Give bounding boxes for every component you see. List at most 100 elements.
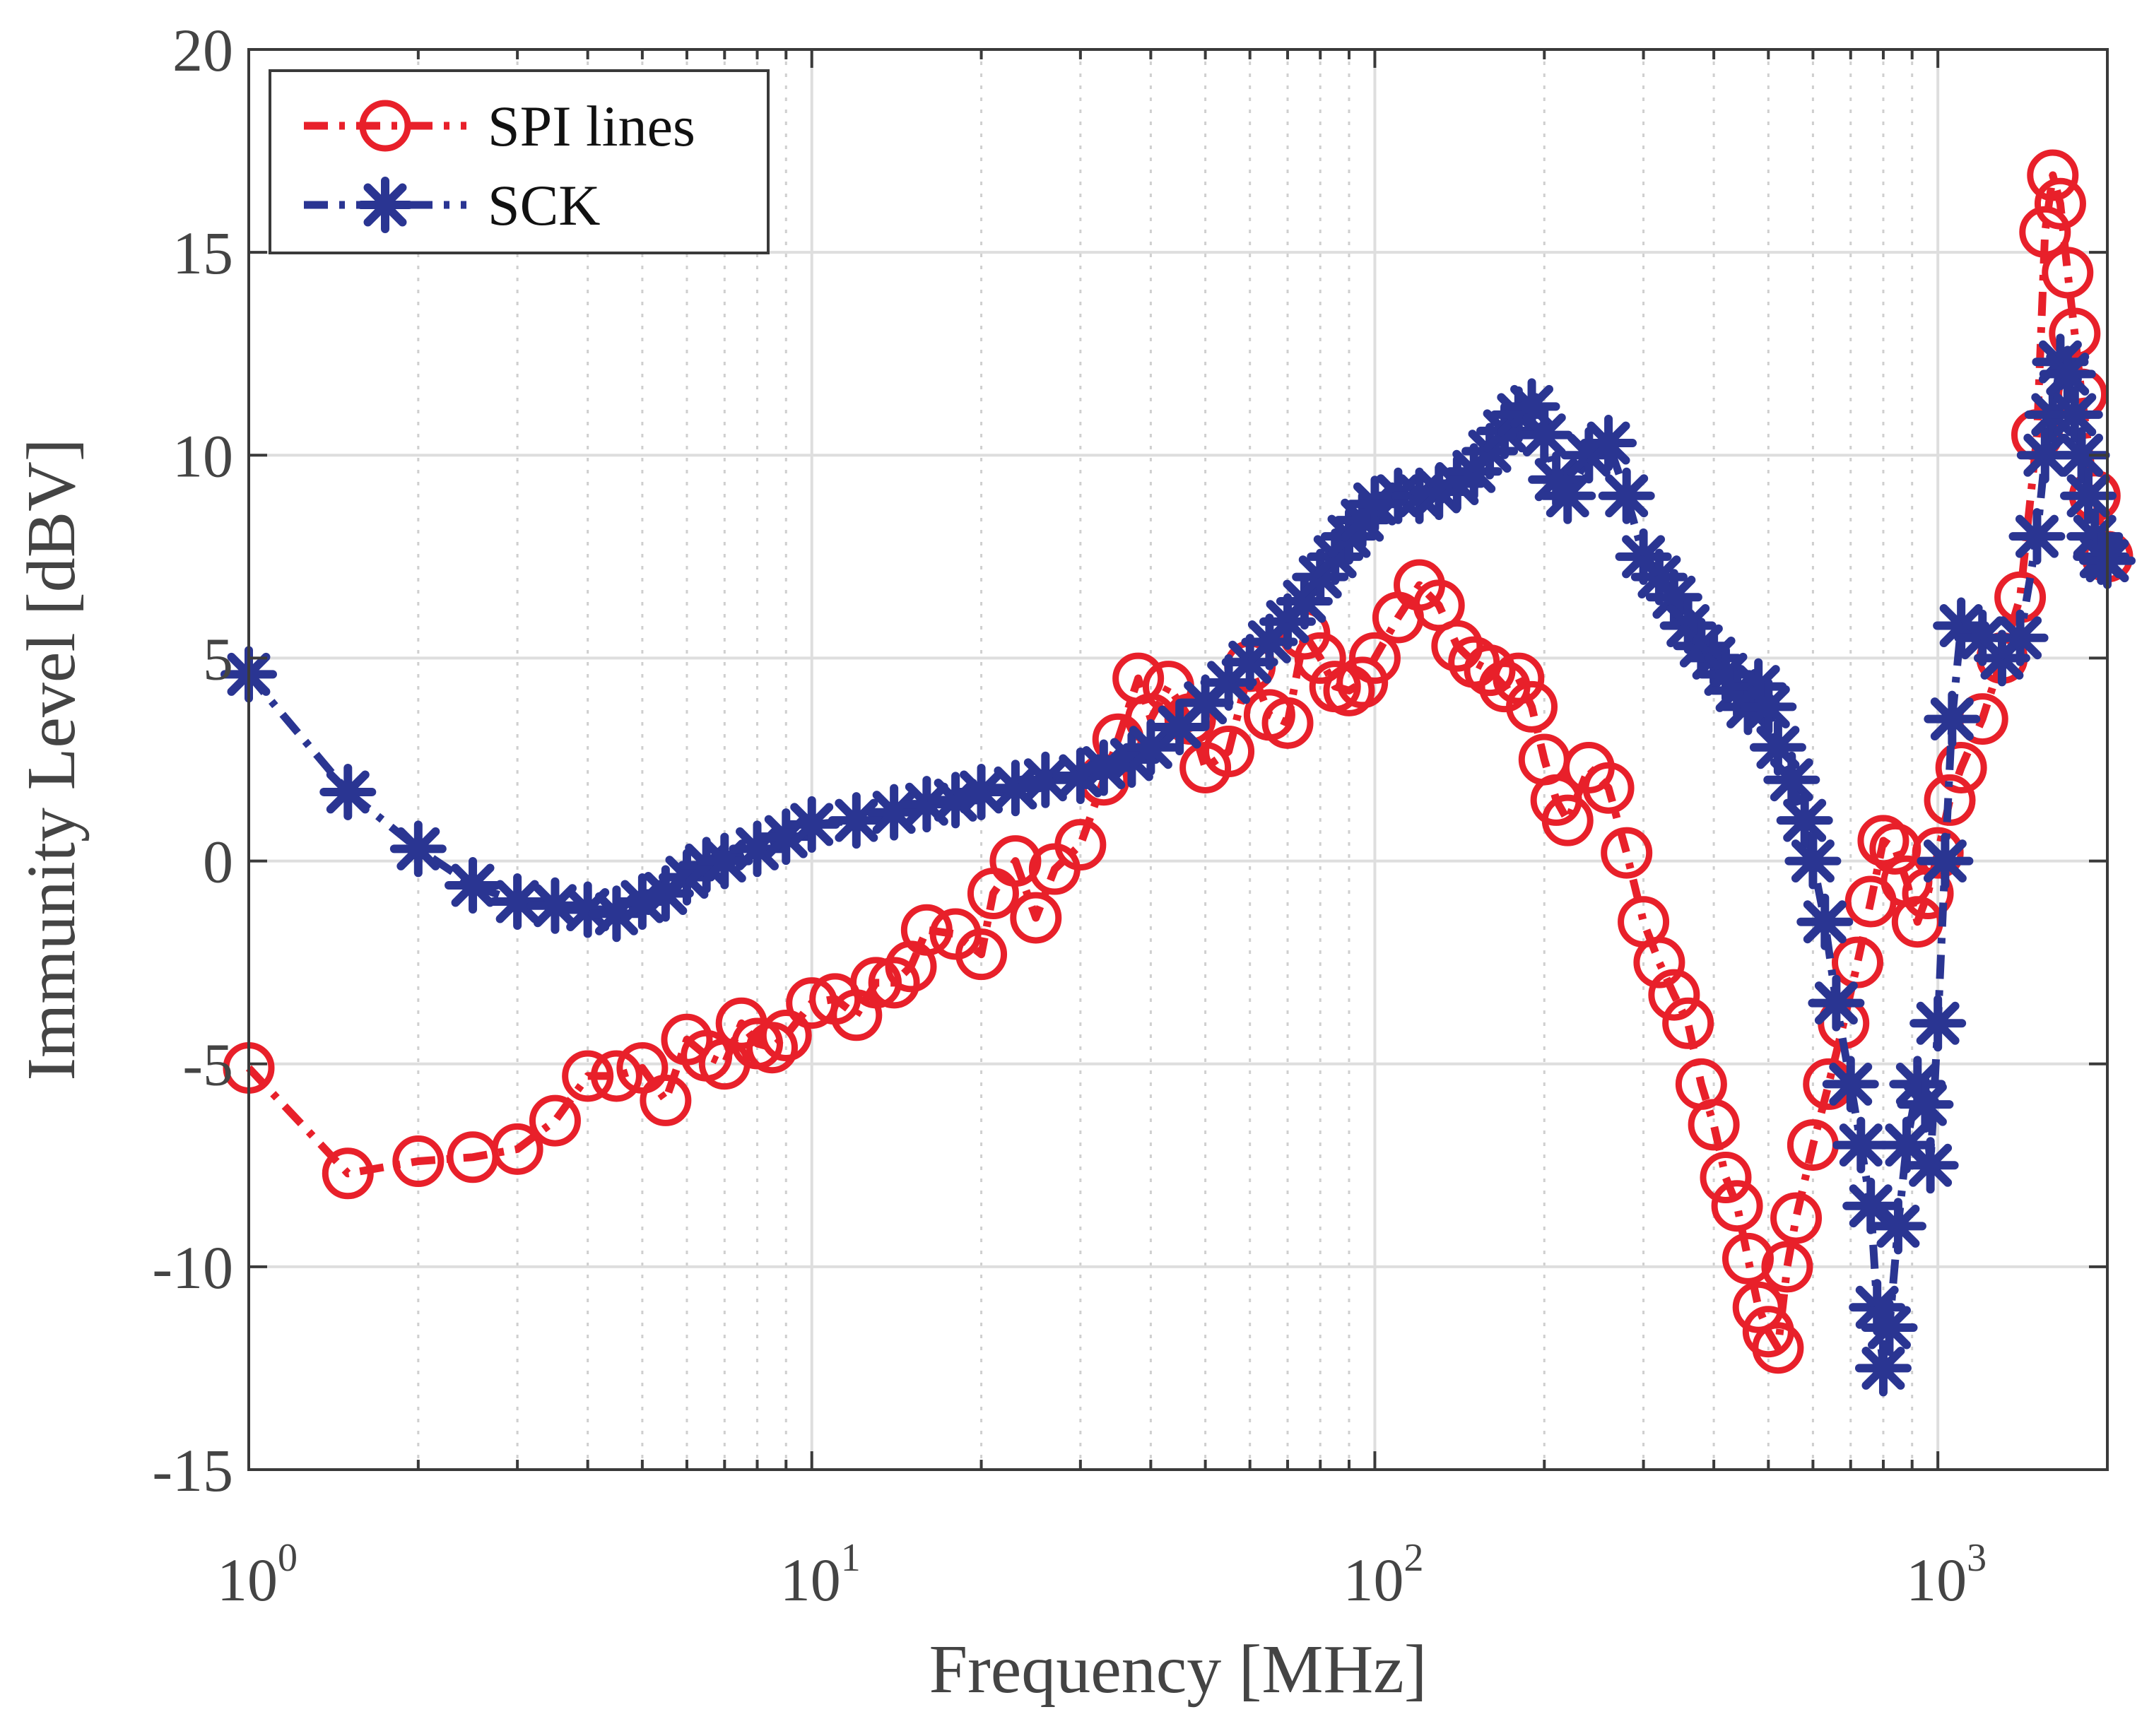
data-point (2046, 386, 2103, 443)
tick-labels: -15 -10 -5 0 5 10 15 20 100 101 102 103 (152, 16, 1987, 1614)
x-tick-label: 103 (1906, 1536, 1987, 1614)
data-point (987, 760, 1044, 817)
legend-label: SPI lines (488, 94, 695, 158)
data-point (1662, 997, 1714, 1049)
plot-background (249, 49, 2107, 1470)
data-point (1796, 893, 1854, 950)
data-point (1849, 1279, 1906, 1336)
y-tick-label: 10 (172, 422, 233, 490)
data-point (392, 1135, 445, 1188)
data-point (1732, 1281, 1784, 1333)
data-point (1917, 832, 1974, 890)
data-point (1431, 620, 1483, 672)
data-point (1506, 680, 1558, 733)
data-point (1935, 741, 1987, 793)
data-point (1103, 731, 1160, 788)
series-layer (220, 149, 2136, 1397)
x-tick-label: 102 (1343, 1536, 1423, 1614)
data-point (529, 1094, 581, 1147)
data-point (590, 1050, 642, 1102)
data-point (1854, 1340, 1912, 1397)
data-point (526, 877, 584, 934)
data-point (1411, 463, 1468, 520)
data-point (1151, 699, 1208, 756)
data-point (1017, 751, 1074, 808)
data-point (1902, 1137, 1959, 1194)
data-point (1889, 1056, 1946, 1113)
data-point (1822, 1056, 1879, 1113)
axis-ticks (247, 48, 2109, 1471)
data-point (1878, 1116, 1935, 1174)
data-point (746, 1022, 798, 1074)
data-point (1909, 995, 1967, 1052)
data-point (927, 772, 984, 829)
data-point (1633, 936, 1685, 988)
data-point (868, 957, 920, 1009)
legend-box (269, 69, 770, 254)
y-tick-label: 5 (203, 625, 233, 692)
y-tick-label: -15 (152, 1436, 233, 1504)
data-point (1052, 747, 1109, 804)
data-point (2053, 427, 2110, 484)
data-point (1075, 739, 1132, 796)
data-point (1749, 719, 1806, 776)
data-point (559, 881, 616, 938)
data-point (1203, 726, 1255, 778)
data-point (491, 1123, 543, 1175)
data-point (1054, 819, 1107, 871)
data-point (1294, 632, 1346, 684)
data-point (783, 796, 840, 853)
data-point (898, 776, 955, 833)
data-point (1464, 644, 1516, 697)
data-point (1582, 762, 1635, 814)
data-point (1010, 892, 1062, 944)
data-point (389, 820, 447, 878)
data-point (1770, 1192, 1823, 1244)
data-point (900, 904, 953, 956)
plot-frame (247, 48, 2109, 1471)
data-point (729, 820, 786, 878)
data-point (1924, 690, 1981, 748)
y-tick-label: 20 (172, 16, 233, 84)
data-point (1645, 569, 1702, 626)
data-point (696, 832, 753, 890)
data-point (1560, 427, 1618, 484)
y-tick-label: -10 (152, 1234, 233, 1301)
data-point (658, 849, 715, 906)
data-point (1659, 597, 1717, 654)
legend-label: SCK (488, 173, 601, 237)
data-point (640, 1074, 692, 1126)
x-tick-label: 100 (217, 1536, 298, 1614)
data-point (2016, 427, 2073, 484)
data-point (828, 792, 885, 849)
legend-marker (357, 177, 413, 233)
data-point (1740, 678, 1797, 736)
y-axis-title: Immunity Level [dBV] (13, 438, 90, 1080)
data-point (1122, 719, 1179, 776)
data-point (1761, 1241, 1813, 1293)
data-point (1503, 378, 1560, 435)
data-point (758, 808, 815, 866)
data-point (1648, 969, 1700, 1021)
y-tick-label: 15 (172, 219, 233, 287)
legend: SPI lines SCK (269, 69, 770, 254)
data-point (562, 1050, 614, 1102)
data-point (1348, 632, 1401, 684)
data-point (2019, 206, 2071, 258)
data-point (2042, 247, 2094, 299)
data-point (1869, 1198, 1926, 1255)
data-point (760, 1010, 812, 1062)
data-point (588, 885, 645, 943)
data-point (1832, 1116, 1890, 1174)
series-spi-lines (223, 149, 2134, 1374)
data-point (1177, 674, 1234, 731)
data-point (1539, 467, 1596, 524)
series-sck (220, 333, 2136, 1397)
data-point (2027, 149, 2079, 201)
data-point (2039, 346, 2096, 403)
data-point (445, 857, 502, 914)
data-point (1200, 654, 1257, 711)
data-point (1688, 1099, 1740, 1151)
